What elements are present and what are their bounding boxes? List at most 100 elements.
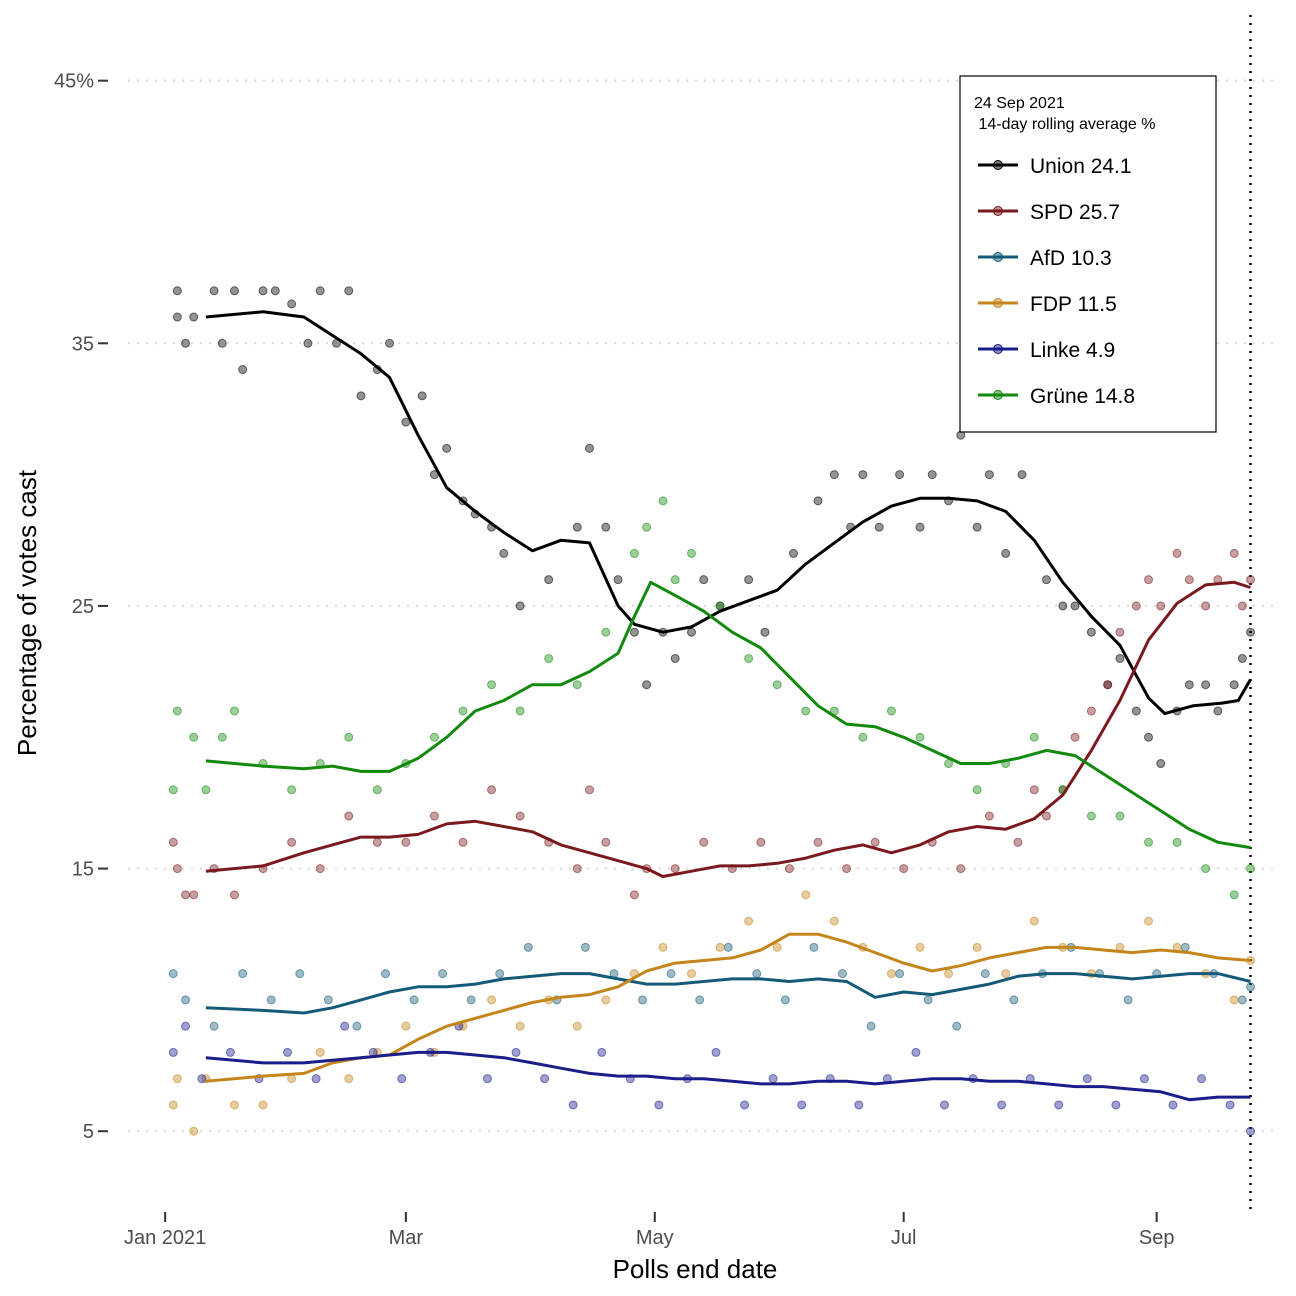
- spd-poll-point: [372, 837, 382, 847]
- afd-poll-point: [666, 969, 676, 979]
- linke-poll-point: [168, 1047, 178, 1057]
- union-poll-point: [670, 653, 680, 663]
- afd-poll-point: [723, 942, 733, 952]
- grne-average-line: [205, 580, 1251, 850]
- grne-poll-point: [572, 680, 582, 690]
- union-poll-point: [760, 627, 770, 637]
- grne-poll-point: [642, 522, 652, 532]
- spd-poll-point: [1144, 575, 1154, 585]
- spd-poll-point: [181, 890, 191, 900]
- spd-poll-point: [168, 837, 178, 847]
- union-poll-point: [1156, 759, 1166, 769]
- spd-poll-point: [487, 785, 497, 795]
- spd-poll-point: [401, 837, 411, 847]
- fdp-poll-point: [1229, 995, 1239, 1005]
- legend-item-spd: SPD 25.7: [978, 201, 1120, 224]
- fdp-poll-point: [886, 969, 896, 979]
- spd-poll-point: [572, 864, 582, 874]
- spd-poll-point: [287, 837, 297, 847]
- spd-poll-point: [1184, 575, 1194, 585]
- legend-item-fdp: FDP 11.5: [978, 293, 1117, 316]
- union-poll-point: [499, 548, 509, 558]
- afd-poll-point: [695, 995, 705, 1005]
- grne-poll-point: [1144, 837, 1154, 847]
- union-poll-point: [1017, 470, 1027, 480]
- grne-poll-point: [344, 732, 354, 742]
- legend-item-grne: Grüne 14.8: [978, 385, 1135, 408]
- linke-poll-point: [197, 1074, 207, 1084]
- afd-poll-point: [523, 942, 533, 952]
- grne-poll-points: [168, 496, 1256, 900]
- legend-key-point: [993, 390, 1003, 400]
- spd-poll-point: [813, 837, 823, 847]
- legend-label-linke: Linke 4.9: [1030, 339, 1115, 362]
- union-poll-point: [417, 391, 427, 401]
- linke-poll-point: [939, 1100, 949, 1110]
- afd-poll-point: [752, 969, 762, 979]
- union-poll-point: [1041, 575, 1051, 585]
- grne-poll-point: [372, 785, 382, 795]
- union-poll-point: [1001, 548, 1011, 558]
- union-poll-point: [1237, 653, 1247, 663]
- union-poll-point: [687, 627, 696, 637]
- fdp-poll-point: [744, 916, 754, 926]
- linke-poll-point: [181, 1021, 191, 1031]
- linke-poll-point: [225, 1047, 235, 1057]
- union-poll-point: [544, 575, 554, 585]
- union-poll-point: [1144, 732, 1154, 742]
- spd-poll-point: [1131, 601, 1141, 611]
- union-poll-point: [356, 391, 366, 401]
- spd-poll-point: [956, 864, 966, 874]
- linke-poll-point: [1082, 1074, 1092, 1084]
- spd-poll-point: [756, 837, 766, 847]
- grne-poll-point: [168, 785, 178, 795]
- union-poll-point: [984, 470, 994, 480]
- union-poll-point: [172, 286, 182, 296]
- legend-key-point: [993, 344, 1003, 354]
- union-poll-point: [344, 286, 354, 296]
- spd-poll-point: [229, 890, 239, 900]
- linke-poll-point: [1197, 1074, 1207, 1084]
- union-poll-point: [613, 575, 623, 585]
- afd-poll-point: [266, 995, 276, 1005]
- grne-poll-point: [229, 706, 239, 716]
- legend: 24 Sep 2021 14-day rolling average % Uni…: [959, 75, 1217, 433]
- spd-poll-point: [842, 864, 852, 874]
- linke-poll-point: [540, 1074, 550, 1084]
- poll-points: [168, 286, 1256, 1136]
- linke-poll-point: [797, 1100, 807, 1110]
- fdp-poll-point: [487, 995, 497, 1005]
- fdp-average-line: [205, 932, 1251, 1083]
- spd-poll-point: [870, 837, 880, 847]
- afd-poll-point: [1246, 982, 1256, 992]
- union-poll-point: [629, 627, 639, 637]
- fdp-poll-point: [601, 995, 611, 1005]
- spd-poll-point: [189, 890, 199, 900]
- spd-poll-point: [1246, 575, 1256, 585]
- grne-poll-point: [858, 732, 868, 742]
- grne-poll-point: [629, 548, 639, 558]
- spd-poll-point: [1070, 732, 1080, 742]
- union-poll-point: [515, 601, 525, 611]
- linke-poll-point: [768, 1074, 778, 1084]
- spd-poll-point: [899, 864, 909, 874]
- spd-average-line: [205, 580, 1251, 878]
- grne-poll-point: [429, 732, 439, 742]
- fdp-poll-point: [401, 1021, 411, 1031]
- legend-item-union: Union 24.1: [978, 155, 1132, 178]
- grne-poll-point: [189, 732, 199, 742]
- afd-poll-point: [580, 942, 590, 952]
- grne-poll-point: [1246, 864, 1256, 874]
- legend-key-point: [993, 206, 1003, 216]
- spd-poll-point: [1103, 680, 1113, 690]
- grne-poll-point: [801, 706, 811, 716]
- union-poll-point: [303, 338, 313, 348]
- spd-poll-point: [315, 864, 325, 874]
- afd-poll-point: [466, 995, 476, 1005]
- fdp-poll-point: [829, 916, 839, 926]
- grne-poll-point: [515, 706, 525, 716]
- legend-label-union: Union 24.1: [1030, 155, 1132, 178]
- afd-poll-point: [352, 1021, 362, 1031]
- union-poll-point: [572, 522, 582, 532]
